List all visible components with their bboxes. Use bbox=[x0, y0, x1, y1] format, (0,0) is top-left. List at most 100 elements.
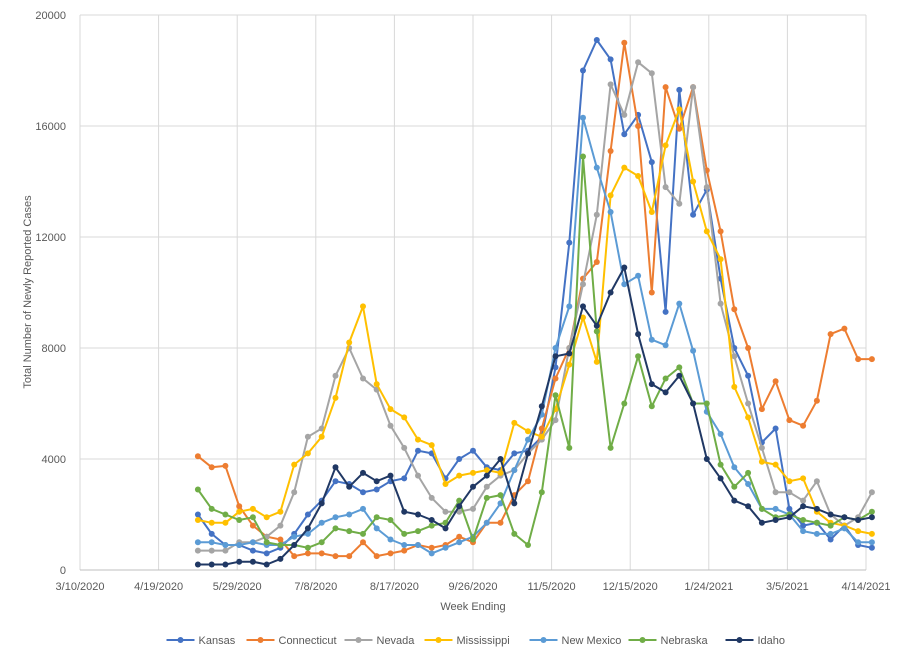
series-line-idaho bbox=[197, 266, 873, 566]
data-point-idaho bbox=[497, 456, 504, 462]
series-new-mexico bbox=[194, 114, 875, 557]
data-point-connecticut bbox=[525, 478, 531, 485]
x-tick-label: 5/29/2020 bbox=[213, 581, 262, 593]
data-point-new-mexico bbox=[236, 542, 243, 548]
data-point-nevada bbox=[772, 489, 779, 496]
data-point-connecticut bbox=[304, 550, 311, 557]
data-point-nevada bbox=[813, 478, 820, 485]
data-point-idaho bbox=[745, 503, 752, 510]
data-point-idaho bbox=[580, 303, 586, 310]
data-point-idaho bbox=[593, 322, 600, 329]
data-point-connecticut bbox=[745, 345, 752, 351]
data-point-connecticut bbox=[635, 123, 642, 129]
data-point-mississippi bbox=[194, 517, 201, 523]
data-point-nevada bbox=[442, 508, 449, 515]
data-point-idaho bbox=[360, 469, 366, 476]
data-point-nebraska bbox=[456, 497, 463, 504]
data-point-idaho bbox=[483, 472, 490, 479]
data-point-idaho bbox=[470, 483, 476, 490]
data-point-nebraska bbox=[566, 444, 573, 451]
data-point-kansas bbox=[208, 530, 215, 537]
data-point-kansas bbox=[360, 489, 366, 496]
legend: Kansas Connecticut Nevada Mississippi New Me… bbox=[166, 635, 785, 647]
legend-label: Mississippi bbox=[457, 635, 510, 647]
data-point-nevada bbox=[717, 300, 724, 307]
x-tick-label: 4/14/2021 bbox=[842, 581, 891, 593]
data-point-idaho bbox=[304, 525, 311, 532]
data-point-mississippi bbox=[483, 467, 490, 474]
data-point-kansas bbox=[868, 544, 875, 551]
data-point-mississippi bbox=[346, 339, 353, 346]
data-point-new-mexico bbox=[827, 530, 834, 537]
series-mississippi bbox=[194, 106, 875, 537]
data-point-nebraska bbox=[332, 525, 339, 532]
y-tick-label: 20000 bbox=[35, 10, 66, 22]
data-point-nevada bbox=[483, 483, 490, 490]
data-point-connecticut bbox=[456, 533, 463, 540]
data-point-nebraska bbox=[387, 517, 394, 523]
data-point-connecticut bbox=[318, 550, 325, 557]
data-point-nebraska bbox=[593, 328, 600, 335]
data-point-new-mexico bbox=[607, 209, 614, 215]
data-point-idaho bbox=[827, 511, 834, 518]
data-point-mississippi bbox=[566, 361, 573, 368]
data-point-nebraska bbox=[483, 494, 490, 501]
data-point-nebraska bbox=[470, 536, 476, 543]
data-point-new-mexico bbox=[717, 431, 724, 437]
data-point-connecticut bbox=[373, 553, 380, 560]
data-point-mississippi bbox=[511, 419, 518, 426]
data-point-nevada bbox=[786, 489, 793, 496]
data-point-mississippi bbox=[868, 530, 875, 537]
series-line-mississippi bbox=[197, 108, 873, 535]
data-point-new-mexico bbox=[387, 536, 394, 543]
data-point-nevada bbox=[648, 70, 655, 77]
data-point-connecticut bbox=[222, 462, 229, 469]
data-point-new-mexico bbox=[208, 539, 215, 546]
data-point-mississippi bbox=[428, 442, 435, 449]
data-point-connecticut bbox=[621, 39, 628, 46]
data-point-connecticut bbox=[662, 84, 669, 91]
x-tick-label: 9/26/2020 bbox=[449, 581, 498, 593]
data-point-new-mexico bbox=[621, 281, 628, 288]
data-point-nevada bbox=[662, 184, 669, 191]
data-point-new-mexico bbox=[456, 539, 463, 546]
data-point-kansas bbox=[621, 131, 628, 138]
data-point-idaho bbox=[401, 508, 408, 515]
data-point-idaho bbox=[373, 478, 380, 485]
data-point-mississippi bbox=[786, 478, 793, 485]
data-point-connecticut bbox=[800, 422, 807, 429]
data-point-nevada bbox=[800, 497, 807, 504]
y-tick-label: 4000 bbox=[42, 454, 66, 466]
data-point-nevada bbox=[428, 494, 435, 501]
x-tick-label: 11/5/2020 bbox=[528, 581, 576, 593]
legend-swatch-marker bbox=[639, 637, 646, 643]
legend-label: New Mexico bbox=[562, 635, 622, 647]
y-tick-label: 0 bbox=[60, 565, 66, 577]
data-point-mississippi bbox=[456, 472, 463, 479]
data-point-kansas bbox=[249, 547, 256, 554]
data-point-nevada bbox=[868, 489, 875, 496]
data-point-idaho bbox=[387, 472, 394, 479]
data-point-kansas bbox=[470, 447, 476, 454]
data-point-nevada bbox=[360, 375, 366, 382]
data-point-idaho bbox=[662, 389, 669, 396]
data-point-nebraska bbox=[703, 400, 710, 407]
data-point-mississippi bbox=[703, 228, 710, 235]
data-point-connecticut bbox=[855, 356, 862, 363]
data-point-mississippi bbox=[208, 519, 215, 526]
data-point-nevada bbox=[635, 59, 642, 66]
data-point-nebraska bbox=[621, 400, 628, 407]
x-axis-title: Week Ending bbox=[440, 601, 505, 613]
legend-swatch-marker bbox=[736, 637, 743, 643]
data-point-mississippi bbox=[635, 173, 642, 179]
data-point-new-mexico bbox=[304, 530, 311, 537]
legend-item-idaho: Idaho bbox=[725, 635, 785, 647]
data-point-idaho bbox=[538, 403, 545, 410]
data-point-kansas bbox=[415, 447, 421, 454]
data-point-idaho bbox=[428, 517, 435, 523]
y-axis-title: Total Number of Newly Reported Cases bbox=[22, 195, 34, 389]
data-point-mississippi bbox=[690, 178, 697, 185]
data-point-new-mexico bbox=[483, 519, 490, 526]
data-point-nebraska bbox=[731, 483, 738, 490]
data-point-nebraska bbox=[304, 544, 311, 551]
